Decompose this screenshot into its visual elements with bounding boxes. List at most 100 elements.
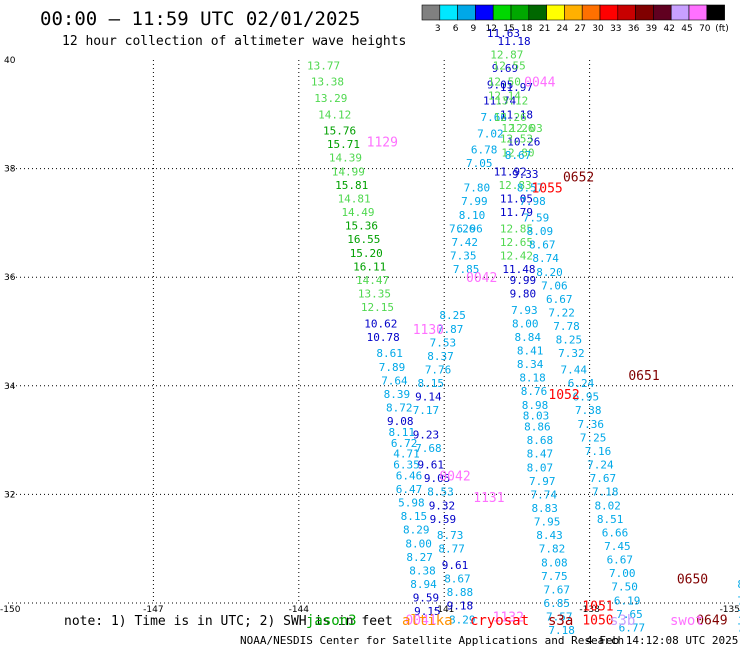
swh-value: 9.05 xyxy=(424,472,451,485)
swh-value: 6.46 xyxy=(396,469,423,482)
swh-value: 10.26 xyxy=(507,135,540,148)
swh-value: 4.71 xyxy=(393,448,420,461)
swh-value: 7.22 xyxy=(548,306,575,319)
swh-value: 7.26 xyxy=(449,222,476,235)
pass-time-label: 0649 xyxy=(696,613,727,628)
y-tick-label: 38 xyxy=(4,165,16,175)
x-axis-ticks: -150 -147 -144 -141 -138 -135 xyxy=(0,605,740,615)
swh-value: 8.00 xyxy=(405,537,432,550)
pass-time-label: 0042 xyxy=(439,469,470,484)
legend-label: 9 xyxy=(471,24,477,34)
swh-value: 11.48 xyxy=(502,263,535,276)
swh-value: 7.00 xyxy=(609,567,636,580)
swh-value: 7 xyxy=(737,594,740,607)
chart-title: 00:00 – 11:59 UTC 02/01/2025 xyxy=(40,8,360,30)
legend-swatch xyxy=(546,4,565,21)
swh-value: 8.86 xyxy=(524,421,551,434)
swh-value: 7.38 xyxy=(575,404,602,417)
swh-value: 7.0 xyxy=(737,621,740,634)
pass-time-label: 1051 xyxy=(582,600,613,615)
swh-value: 9.69 xyxy=(492,62,519,75)
x-tick-label: -144 xyxy=(289,605,310,615)
swh-value: 7.93 xyxy=(511,304,537,317)
swh-value: 9.61 xyxy=(418,459,445,472)
swh-value: 11.97 xyxy=(500,81,533,94)
legend-swatch xyxy=(528,4,547,21)
satellite-label: cryosat xyxy=(470,613,529,629)
pass-time-label: 0651 xyxy=(628,369,659,384)
swh-value: 7.67 xyxy=(544,583,571,596)
swh-value: 8.57 xyxy=(517,182,544,195)
swh-value: 15.81 xyxy=(335,179,368,192)
grid xyxy=(8,60,735,604)
swh-value: 9.18 xyxy=(447,600,474,613)
swh-value: 13.35 xyxy=(358,287,391,300)
swh-value: 9.08 xyxy=(387,415,414,428)
swh-value: 7.16 xyxy=(585,445,612,458)
legend-label: 36 xyxy=(628,24,640,34)
swh-value: 6.72 xyxy=(391,437,418,450)
swh-value: 7.99 xyxy=(461,195,488,208)
swh-value: 7.02 xyxy=(477,127,504,140)
swh-value: 8.34 xyxy=(517,358,544,371)
swh-value: 7.45 xyxy=(604,540,631,553)
swh-value: 15.76 xyxy=(323,125,356,138)
legend-label: 12 xyxy=(485,24,496,34)
swh-value: 11.05 xyxy=(500,192,533,205)
legend-swatch xyxy=(510,4,530,21)
swh-value: 12.42 xyxy=(500,249,533,262)
legend-swatch xyxy=(653,4,672,21)
footer-generated: 4 Feb 14:12:08 UTC 2025 xyxy=(586,634,738,647)
swh-value: 14.49 xyxy=(341,206,374,219)
swh-value: 8.29 xyxy=(449,613,476,626)
swh-value: 7.97 xyxy=(529,475,556,488)
chart-subtitle: 12 hour collection of altimeter wave hei… xyxy=(62,34,406,49)
footer-note: note: 1) Time is in UTC; 2) SWH is in fe… xyxy=(64,614,393,629)
swh-value: 8.76 xyxy=(521,385,548,398)
legend-swatch xyxy=(564,4,583,21)
swh-value: 7.82 xyxy=(539,543,566,556)
swh-value: 8.07 xyxy=(527,461,554,474)
x-tick-label: -141 xyxy=(434,605,454,615)
swh-value: 9.59 xyxy=(430,513,457,526)
y-tick-label: 32 xyxy=(4,490,15,500)
swh-value: 13.12 xyxy=(495,95,528,108)
pass-time-label: 0044 xyxy=(524,76,555,91)
satellite-label: s3a xyxy=(548,613,573,629)
swh-value: 12.50 xyxy=(488,76,521,89)
y-axis-ticks: 32 34 36 38 40 xyxy=(4,56,16,500)
swh-value: 16.11 xyxy=(353,260,386,273)
swh-value: 11.79 xyxy=(500,206,533,219)
swh-value: 7.74 xyxy=(530,488,557,501)
swh-value: 8.61 xyxy=(376,347,403,360)
swh-value: 7.05 xyxy=(466,157,493,170)
swh-value: 14.39 xyxy=(329,152,362,165)
swh-value: 10.78 xyxy=(367,331,400,344)
swh-value: 12.26 xyxy=(501,122,534,135)
legend-label: 30 xyxy=(592,24,604,34)
swh-value: 7.87 xyxy=(437,323,464,336)
swh-value: 12.83 xyxy=(498,179,531,192)
swh-value: 8.27 xyxy=(406,551,433,564)
swh-value: 11.63 xyxy=(487,27,520,40)
swh-value: 7.42 xyxy=(451,236,478,249)
swh-value: 13.77 xyxy=(307,59,340,72)
swh-value: 7.57 xyxy=(546,611,573,624)
swh-value: 8.15 xyxy=(401,510,428,523)
swh-value: 8.03 xyxy=(523,410,550,423)
swh-value: 8.72 xyxy=(386,402,413,415)
swh-value: 8.09 xyxy=(527,225,554,238)
swh-value: 9.99 xyxy=(510,274,537,287)
swh-value: 8.08 xyxy=(541,556,568,569)
swh-value: 6.85 xyxy=(544,597,571,610)
legend-swatch xyxy=(688,4,708,21)
swh-value: 7.17 xyxy=(413,404,440,417)
swh-value: 6.95 xyxy=(573,391,600,404)
pass-time-label: 1055 xyxy=(531,182,562,197)
swh-value: 14.47 xyxy=(356,274,389,287)
satellite-legend: jason3 altika cryosat s3a s3b swot xyxy=(306,613,704,629)
satellite-label: s3b xyxy=(610,613,635,629)
swh-value: 12.14 xyxy=(488,89,521,102)
swh-value: 8.68 xyxy=(527,434,554,447)
swh-value: 11.92 xyxy=(494,165,527,178)
